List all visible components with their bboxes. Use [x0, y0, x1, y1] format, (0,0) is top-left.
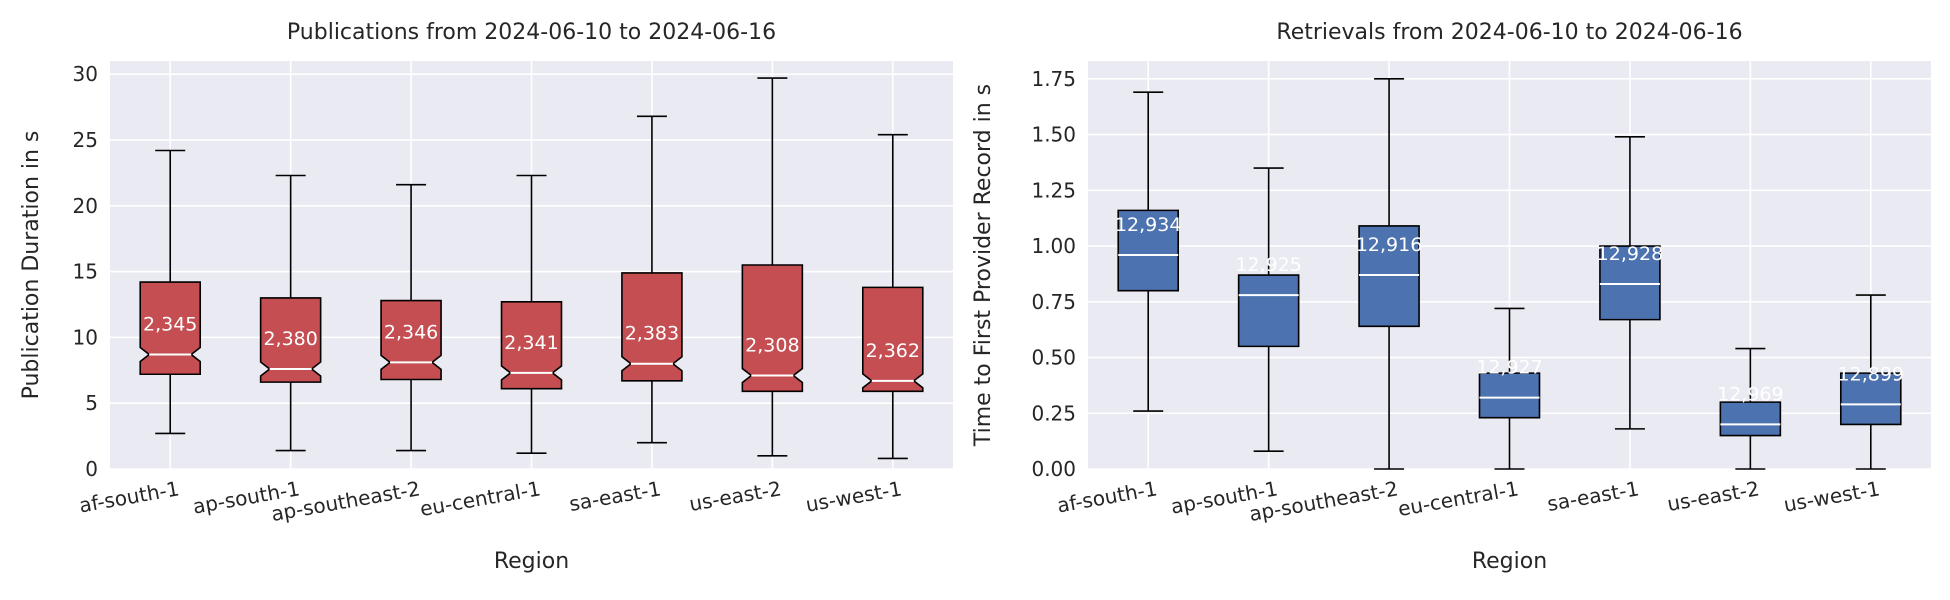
y-tick-label: 15 [73, 260, 98, 284]
box-us-east-2: 12,969 [1717, 347, 1784, 470]
y-tick-label: 0.25 [1031, 401, 1076, 425]
box-af-south-1: 12,934 [1115, 91, 1181, 412]
x-tick-label: eu-central-1 [418, 476, 542, 521]
count-label: 2,383 [625, 323, 679, 345]
box-ap-southeast-2: 12,916 [1356, 78, 1422, 470]
box-body [259, 297, 322, 383]
box-body [380, 299, 442, 381]
box-af-south-1: 2,345 [139, 149, 202, 435]
box-eu-central-1: 12,927 [1476, 307, 1543, 470]
count-label: 2,346 [384, 321, 438, 343]
box-body [741, 264, 804, 393]
y-tick-label: 25 [73, 128, 98, 152]
y-tick-label: 1.00 [1031, 234, 1076, 258]
x-tick-label: us-east-2 [1665, 476, 1761, 516]
y-axis-label: Publication Duration in s [19, 131, 44, 400]
count-label: 12,899 [1838, 363, 1904, 385]
box-body [861, 286, 924, 393]
count-label: 12,916 [1356, 234, 1422, 256]
box-body [1237, 274, 1300, 348]
y-tick-label: 20 [73, 194, 98, 218]
y-tick-label: 0.50 [1031, 346, 1076, 370]
y-tick-label: 0.75 [1031, 290, 1076, 314]
box-body [1839, 372, 1902, 426]
box-body [500, 301, 563, 390]
y-axis-label: Time to First Provider Record in s [971, 84, 996, 447]
box-body [1719, 401, 1782, 437]
y-tick-label: 1.50 [1031, 123, 1076, 147]
x-tick-label: us-west-1 [1782, 476, 1882, 517]
box-us-east-2: 2,308 [741, 77, 804, 457]
count-label: 2,341 [504, 332, 558, 354]
box-body [1358, 225, 1420, 328]
box-body [139, 281, 202, 376]
y-tick-label: 0 [85, 457, 98, 481]
chart-title: Publications from 2024-06-10 to 2024-06-… [287, 20, 776, 45]
y-tick-label: 5 [85, 391, 98, 415]
x-tick-label: sa-east-1 [567, 476, 662, 516]
y-tick-label: 1.25 [1031, 178, 1076, 202]
count-label: 12,928 [1597, 243, 1663, 265]
x-tick-label: us-west-1 [804, 476, 904, 517]
count-label: 12,969 [1717, 383, 1783, 405]
x-axis-label: Region [1472, 549, 1547, 574]
x-tick-label: eu-central-1 [1396, 476, 1520, 521]
count-label: 12,927 [1476, 357, 1542, 379]
x-tick-label: af-south-1 [1055, 476, 1159, 517]
box-body [1599, 245, 1661, 321]
count-label: 2,362 [866, 340, 920, 362]
box-sa-east-1: 12,928 [1597, 136, 1663, 430]
x-tick-label: sa-east-1 [1545, 476, 1640, 516]
y-tick-label: 10 [73, 325, 98, 349]
y-tick-label: 30 [73, 62, 98, 86]
chart-title: Retrievals from 2024-06-10 to 2024-06-16 [1276, 20, 1742, 45]
x-tick-label: af-south-1 [77, 476, 181, 517]
y-tick-label: 1.75 [1031, 67, 1076, 91]
count-label: 2,380 [263, 328, 317, 350]
box-ap-south-1: 2,380 [259, 174, 322, 452]
box-ap-southeast-2: 2,346 [380, 183, 442, 452]
box-ap-south-1: 12,925 [1235, 167, 1302, 452]
count-label: 12,925 [1235, 254, 1301, 276]
count-label: 2,345 [143, 313, 197, 335]
box-body [621, 272, 683, 382]
box-sa-east-1: 2,383 [621, 115, 683, 444]
box-eu-central-1: 2,341 [500, 174, 563, 455]
x-axis-label: Region [494, 549, 569, 574]
box-body [1117, 209, 1180, 292]
box-us-west-1: 12,899 [1838, 294, 1904, 470]
box-body [1478, 372, 1541, 419]
x-tick-label: us-east-2 [687, 476, 783, 516]
y-tick-label: 0.00 [1031, 457, 1076, 481]
count-label: 2,308 [745, 335, 799, 357]
count-label: 12,934 [1115, 214, 1181, 236]
box-us-west-1: 2,362 [861, 133, 924, 460]
chart-panel-2: 0.00 0.25 0.50 0.75 1.00 1.25 1.50 1.75 af-south… [971, 20, 1931, 574]
